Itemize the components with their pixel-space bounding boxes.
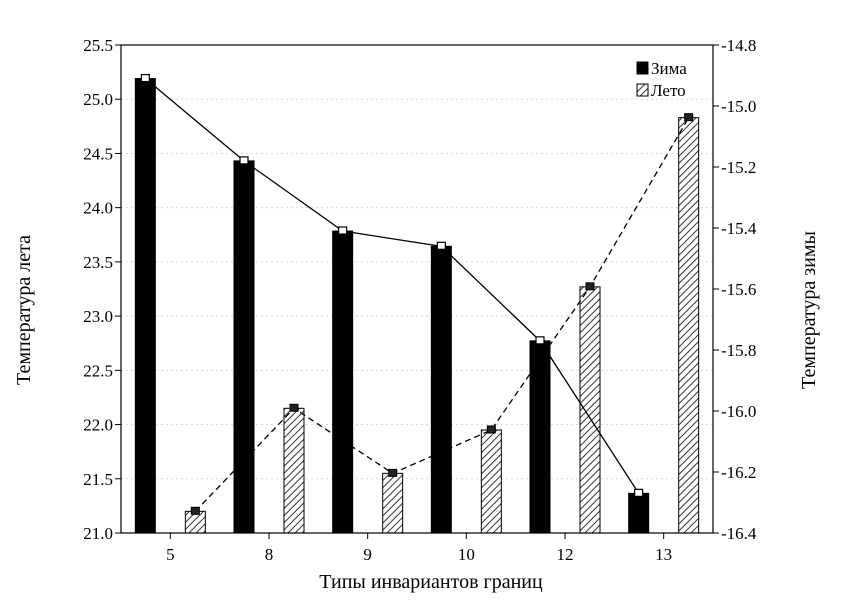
marker-summer: [289, 403, 299, 412]
y-tick-label: 21.5: [83, 470, 113, 489]
y-tick-label: 22.0: [83, 416, 113, 435]
marker-winter: [239, 156, 249, 165]
marker-summer: [684, 113, 694, 122]
x-tick-label: 8: [265, 545, 274, 564]
y2-tick-label: -15.6: [721, 280, 756, 299]
series-lines: [140, 73, 694, 515]
legend-swatch-summer: [636, 83, 649, 97]
marker-summer: [585, 282, 595, 291]
x-tick-label: 13: [655, 545, 672, 564]
marker-summer: [190, 506, 200, 515]
y-tick-label: 24.5: [83, 144, 113, 163]
y-tick-label: 22.5: [83, 361, 113, 380]
bar-summer: [480, 429, 502, 534]
y-tick-label: 25.0: [83, 90, 113, 109]
legend-label-summer: Лето: [651, 81, 686, 100]
y2-tick-label: -15.2: [721, 158, 756, 177]
y2-tick-label: -15.4: [721, 219, 757, 238]
y2-axis-title: Температура зимы: [798, 231, 820, 389]
x-tick-label: 10: [458, 545, 475, 564]
plot-frame: [120, 44, 714, 534]
axes: 21.0 21.5 22.0 22.5 23.0 23.5 24.0 24.5 25.0 25.5…: [83, 36, 757, 564]
y-tick-label: 23.5: [83, 253, 113, 272]
bar-winter: [332, 230, 354, 534]
legend-item-winter: Зима: [636, 59, 687, 78]
y-tick-label: 24.0: [83, 199, 113, 218]
bars: [134, 78, 700, 534]
legend-label-winter: Зима: [651, 59, 687, 78]
line-winter: [144, 78, 640, 494]
marker-winter: [634, 488, 644, 497]
bar-winter: [233, 160, 255, 534]
y-tick-label: 21.0: [83, 524, 113, 543]
legend: Зима Лето: [636, 59, 687, 100]
x-tick-label: 12: [557, 545, 574, 564]
line-summer: [194, 117, 690, 512]
bar-winter: [430, 245, 452, 534]
x-tick-label: 9: [363, 545, 372, 564]
y2-tick-label: -15.0: [721, 97, 756, 116]
y2-tick-label: -16.0: [721, 402, 756, 421]
marker-winter: [436, 241, 446, 250]
y2-tick-label: -16.2: [721, 463, 756, 482]
bar-summer: [283, 407, 305, 534]
x-axis-title: Типы инвариантов границ: [319, 571, 543, 593]
y-axis-title: Температура лета: [13, 235, 35, 385]
x-tick-label: 5: [166, 545, 175, 564]
marker-winter: [535, 336, 545, 345]
y2-tick-label: -16.4: [721, 524, 757, 543]
marker-summer: [388, 468, 398, 477]
y2-tick-label: -15.8: [721, 341, 756, 360]
y-tick-label: 23.0: [83, 307, 113, 326]
bar-winter: [134, 78, 156, 534]
bar-winter: [628, 492, 650, 534]
legend-item-summer: Лето: [636, 81, 686, 100]
marker-winter: [338, 226, 348, 235]
legend-swatch-winter: [636, 61, 649, 75]
bar-summer: [678, 117, 700, 534]
marker-summer: [486, 425, 496, 434]
grid: [121, 98, 713, 480]
bar-summer: [579, 286, 601, 534]
marker-winter: [140, 73, 150, 83]
y2-tick-label: -14.8: [721, 36, 756, 55]
bar-summer: [382, 472, 404, 534]
y-tick-label: 25.5: [83, 36, 113, 55]
